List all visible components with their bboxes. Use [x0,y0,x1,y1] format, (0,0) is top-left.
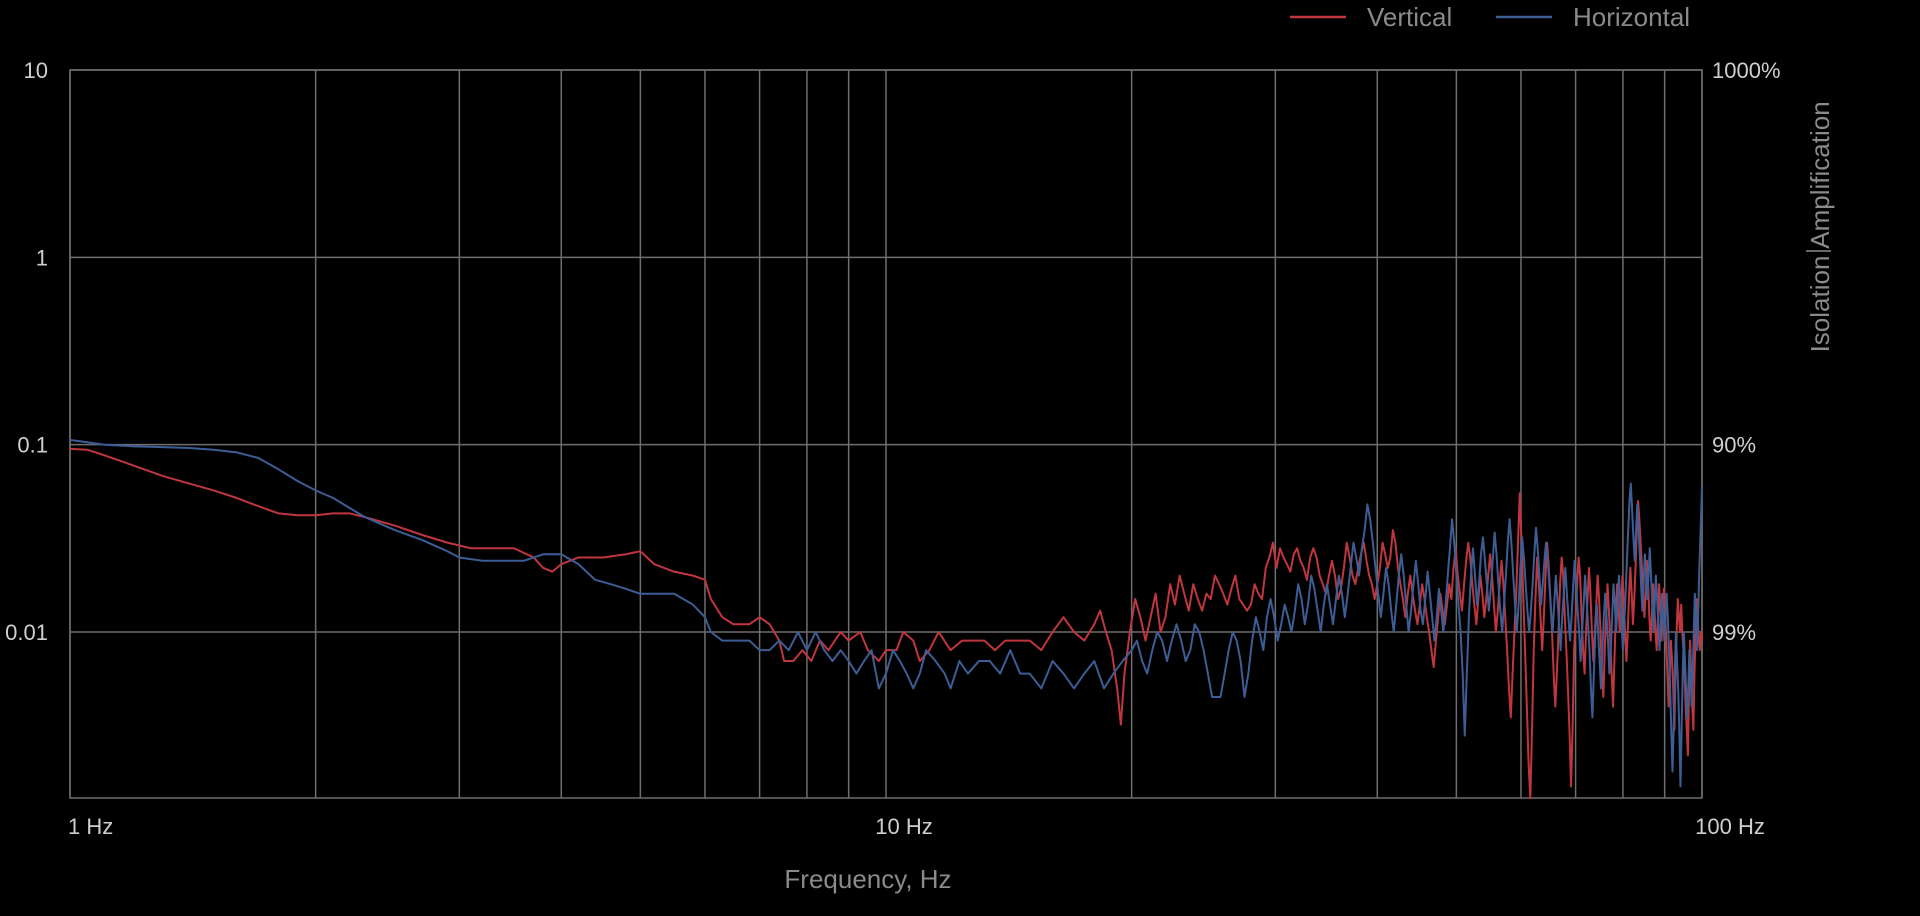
legend-label-vertical: Vertical [1367,2,1452,32]
y-tick-label-left: 0.01 [5,620,48,645]
x-tick-label: 100 Hz [1695,814,1765,839]
legend: Vertical Horizontal [1290,2,1690,32]
y-tick-label-left: 1 [36,245,48,270]
x-tick-label: 10 Hz [875,814,932,839]
grid-layer [69,69,1703,799]
y-tick-label-right: 99% [1712,620,1756,645]
x-axis-title: Frequency, Hz [784,864,951,894]
y-tick-label-left: 0.1 [17,433,48,458]
series-layer [69,438,1703,799]
y-tick-label-left: 10 [24,58,48,83]
y-tick-label-right: 1000% [1712,58,1781,83]
y-tick-label-right: 90% [1712,433,1756,458]
y-axis-title-amplification: Amplification [1805,101,1835,248]
series-line-horizontal [69,438,1703,788]
tick-layer: 10 1 0.1 0.01 1000% 90% 99% 1 Hz 10 Hz 100 Hz [5,58,1780,839]
legend-label-horizontal: Horizontal [1573,2,1690,32]
y-axis-title-isolation: Isolation [1805,256,1835,353]
x-tick-label: 1 Hz [68,814,113,839]
